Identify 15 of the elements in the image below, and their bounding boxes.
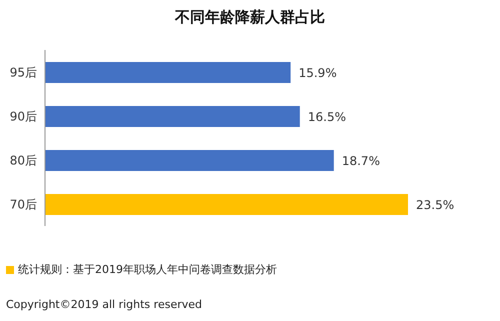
chart-title: 不同年龄降薪人群占比 (174, 8, 326, 27)
data-label: 15.9% (298, 66, 337, 80)
bar (45, 150, 334, 171)
bar (45, 62, 291, 83)
y-tick-label: 90后 (10, 109, 37, 124)
y-tick-label: 80后 (10, 153, 37, 168)
data-label: 16.5% (308, 110, 346, 124)
text: Copyright©2019 all rights reserved (6, 298, 202, 311)
y-tick-label: 95后 (10, 65, 37, 80)
bar (45, 106, 300, 127)
text: 统计规则：基于2019年职场人年中问卷调查数据分析 (18, 262, 277, 277)
y-tick-label: 70后 (10, 197, 37, 212)
data-label: 23.5% (416, 198, 454, 212)
bar (45, 194, 408, 215)
data-label: 18.7% (342, 154, 380, 168)
